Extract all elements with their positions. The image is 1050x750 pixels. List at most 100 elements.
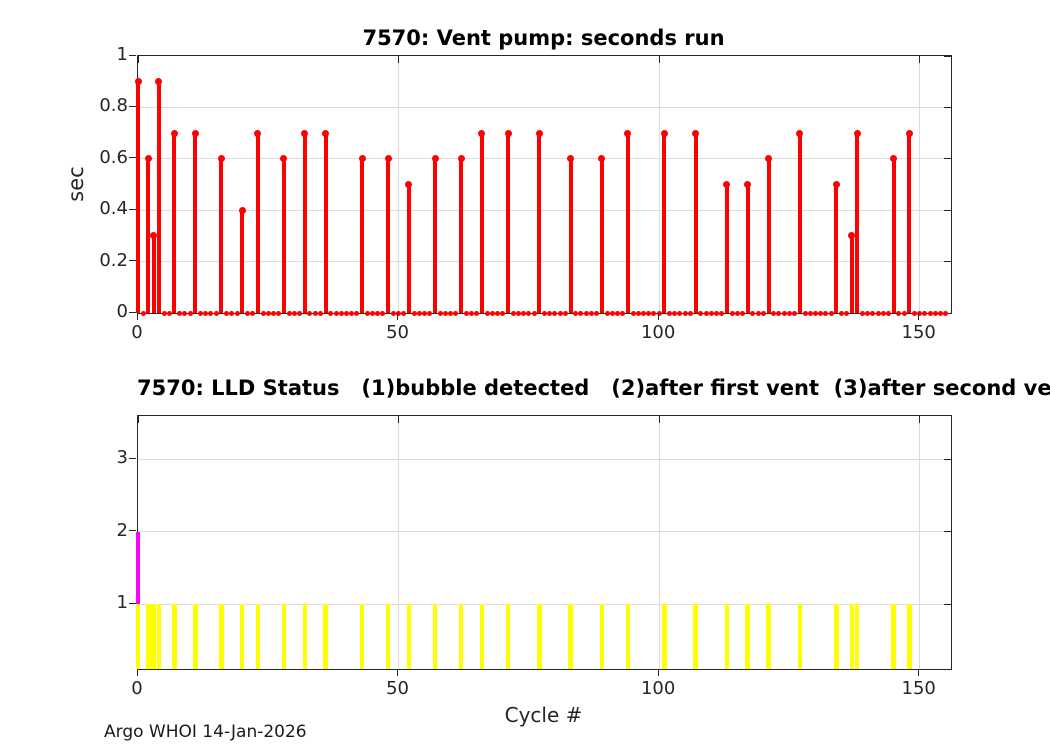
x-tick-mark-bottom [397, 313, 399, 320]
zero-marker [943, 310, 949, 316]
zero-marker [297, 310, 303, 316]
x-tick-label: 0 [131, 678, 143, 699]
stem-marker [150, 232, 158, 240]
zero-marker [260, 310, 266, 316]
y-tick-mark-left [129, 457, 136, 459]
zero-marker [333, 310, 339, 316]
zero-marker [927, 310, 933, 316]
stem [172, 133, 177, 313]
zero-marker [609, 310, 615, 316]
status-bar [479, 604, 485, 669]
stem-marker [853, 129, 861, 137]
stem-marker [254, 129, 262, 137]
status-bar [151, 604, 156, 669]
stem [240, 210, 245, 313]
zero-marker [229, 310, 235, 316]
stem-marker [217, 155, 225, 163]
status-bar [834, 604, 839, 669]
zero-marker [500, 310, 506, 316]
status-bar [239, 604, 245, 669]
y-tick-label: 3 [116, 447, 128, 468]
stem [693, 133, 698, 313]
stem [479, 133, 484, 313]
x-tick-mark-bottom [136, 313, 138, 320]
zero-marker [651, 310, 657, 316]
stem [323, 133, 328, 313]
y-tick-label: 0.6 [99, 146, 128, 168]
status-bar [172, 604, 177, 669]
stem [745, 184, 750, 313]
zero-marker [776, 310, 782, 316]
zero-marker [140, 310, 146, 316]
status-bar [135, 604, 141, 669]
zero-marker [203, 310, 209, 316]
zero-marker [469, 310, 475, 316]
zero-marker [244, 310, 250, 316]
status-bar [662, 604, 667, 669]
zero-marker [484, 310, 490, 316]
zero-marker [740, 310, 745, 316]
zero-marker [286, 310, 292, 316]
zero-marker [541, 310, 547, 316]
zero-marker [552, 310, 558, 316]
zero-marker [307, 310, 313, 316]
x-tick-label: 150 [901, 678, 936, 699]
zero-marker [865, 310, 871, 316]
gridline-vertical [398, 416, 400, 669]
zero-marker [276, 310, 282, 316]
stem [406, 184, 411, 313]
status-bar [458, 604, 464, 669]
figure-footer: Argo WHOI 14-Jan-2026 [104, 722, 307, 742]
zero-marker [901, 310, 907, 316]
x-tick-mark-bottom [397, 669, 399, 676]
stem [459, 158, 464, 313]
zero-marker [166, 310, 172, 316]
top-chart-title: 7570: Vent pump: seconds run [362, 26, 725, 50]
zero-marker [839, 310, 845, 316]
status-bar [745, 604, 750, 669]
stem-marker [134, 78, 142, 86]
stem-marker [301, 129, 309, 137]
zero-marker [896, 310, 902, 316]
y-tick-mark-right [944, 261, 951, 263]
stem-marker [535, 129, 543, 137]
zero-marker [734, 310, 740, 316]
stem [302, 133, 307, 313]
vent-pump-plot [134, 55, 952, 316]
zero-marker [818, 310, 824, 316]
zero-marker [453, 310, 459, 316]
zero-marker [922, 310, 928, 316]
stem-marker [170, 129, 178, 137]
zero-marker [687, 310, 693, 316]
zero-marker [792, 310, 798, 316]
stem-marker [598, 155, 606, 163]
gridline-horizontal [138, 458, 951, 460]
status-bar [849, 604, 855, 669]
x-tick-label: 100 [640, 322, 676, 343]
x-tick-mark-top [919, 416, 921, 423]
status-bar [146, 604, 151, 669]
stem [766, 158, 771, 313]
y-tick-mark-right [944, 55, 951, 57]
zero-marker [823, 310, 829, 316]
x-tick-mark-top [398, 56, 400, 63]
zero-marker [760, 310, 766, 316]
zero-marker [370, 310, 375, 316]
stem [219, 158, 224, 313]
zero-marker [224, 310, 230, 316]
zero-marker [646, 310, 652, 316]
zero-marker [463, 310, 469, 316]
stem-marker [405, 181, 413, 188]
stem [386, 158, 391, 313]
stem [599, 158, 604, 313]
gridline-vertical [919, 56, 921, 313]
stem [506, 133, 510, 313]
zero-marker [380, 310, 386, 316]
gridline-horizontal [138, 531, 951, 532]
status-bar [854, 604, 860, 669]
zero-marker [198, 310, 204, 316]
stem-marker [832, 181, 840, 188]
zero-marker [343, 310, 349, 316]
stem-marker [431, 155, 439, 163]
zero-marker [349, 310, 355, 316]
